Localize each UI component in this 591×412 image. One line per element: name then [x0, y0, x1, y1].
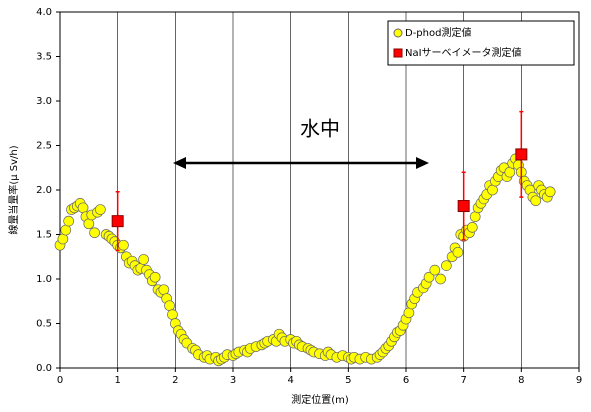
- circle-marker: [452, 246, 464, 258]
- circle-marker: [118, 239, 129, 251]
- circle-marker: [423, 271, 435, 283]
- circle-marker: [544, 186, 556, 198]
- circle-marker: [60, 224, 72, 236]
- x-tick-label: 1: [114, 375, 120, 386]
- y-tick-label: 1.5: [36, 230, 52, 241]
- y-tick-label: 4.0: [36, 7, 52, 18]
- y-tick-label: 0.0: [36, 363, 52, 374]
- circle-marker: [466, 222, 478, 233]
- circle-marker: [441, 260, 452, 271]
- legend: [387, 20, 575, 66]
- square-marker: [457, 200, 470, 213]
- y-tick-label: 2.5: [36, 141, 52, 152]
- circle-marker: [83, 218, 95, 230]
- legend-label: D-phod測定値: [405, 26, 471, 39]
- x-tick-label: 3: [230, 375, 236, 386]
- y-tick-label: 3.5: [36, 52, 52, 63]
- x-tick-label: 6: [403, 375, 409, 386]
- x-tick-label: 4: [287, 375, 293, 386]
- annotation: 水中: [300, 117, 340, 141]
- circle-marker: [57, 233, 69, 245]
- circle-marker: [63, 215, 75, 227]
- legend-marker: [393, 48, 403, 58]
- circle-marker: [429, 264, 441, 276]
- x-tick-label: 8: [518, 375, 524, 386]
- y-tick-label: 0.5: [36, 319, 52, 330]
- circle-marker: [469, 211, 481, 223]
- circle-marker: [138, 254, 149, 265]
- circle-marker: [95, 204, 106, 215]
- circle-marker: [164, 300, 175, 312]
- x-tick-label: 2: [172, 375, 178, 386]
- square-marker: [111, 215, 124, 228]
- legend-marker: [393, 28, 403, 38]
- square-marker: [515, 148, 528, 161]
- legend-label: NaIサーベイメータ測定値: [405, 46, 522, 59]
- circle-marker: [504, 166, 516, 178]
- x-tick-label: 7: [460, 375, 466, 386]
- circle-marker: [167, 309, 178, 320]
- y-tick-label: 2.0: [36, 185, 52, 196]
- circle-marker: [77, 202, 89, 214]
- x-tick-label: 9: [576, 375, 582, 386]
- circle-marker: [158, 284, 170, 296]
- circle-marker: [435, 273, 446, 285]
- y-axis-label: 線量当量率(μ Sv/h): [7, 145, 20, 234]
- circle-marker: [487, 184, 498, 196]
- x-tick-label: 0: [57, 375, 63, 386]
- circle-marker: [403, 307, 415, 319]
- y-tick-label: 1.0: [36, 274, 52, 285]
- x-tick-label: 5: [345, 375, 351, 386]
- x-axis-label: 測定位置(m): [291, 393, 349, 406]
- circle-marker: [149, 271, 161, 283]
- circle-marker: [89, 227, 100, 239]
- circle-marker: [530, 195, 542, 207]
- y-tick-label: 3.0: [36, 96, 52, 107]
